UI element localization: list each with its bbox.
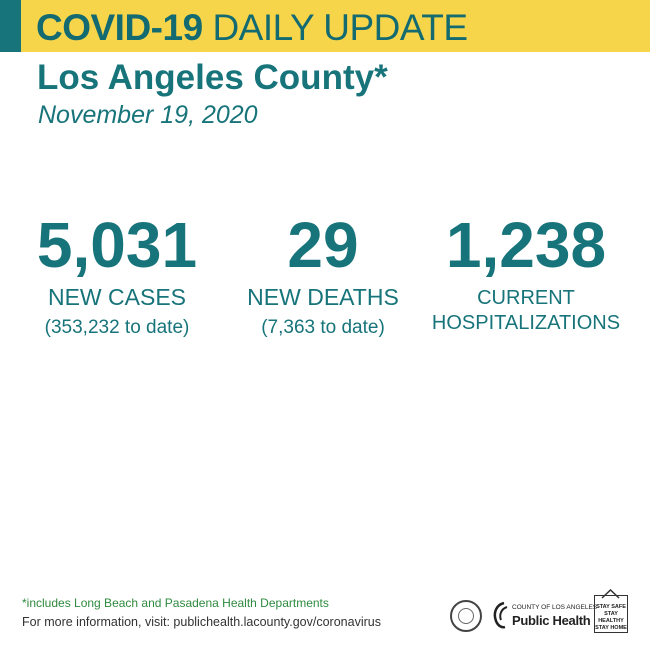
header-title-light: DAILY UPDATE (212, 7, 468, 48)
more-info-link[interactable]: For more information, visit: publichealt… (22, 615, 381, 629)
new-deaths-label: NEW DEATHS (247, 284, 399, 310)
stat-hospitalizations: 1,238 CURRENT HOSPITALIZATIONS (426, 210, 626, 336)
logo-public-health-text: Public Health (512, 613, 591, 628)
cases-to-date: (353,232 to date) (44, 317, 190, 338)
logo-county-text: COUNTY OF LOS ANGELES (512, 604, 598, 611)
header-bar: COVID-19 DAILY UPDATE (0, 0, 650, 52)
badge-line-1: STAY SAFE (596, 604, 626, 610)
county-seal-icon (450, 600, 482, 632)
stat-new-deaths: 29 NEW DEATHS (7,363 to date) (228, 210, 418, 340)
new-deaths-value: 29 (287, 209, 359, 281)
badge-line-3: STAY HOME (595, 625, 627, 631)
hospitalizations-label-line2: HOSPITALIZATIONS (431, 312, 621, 334)
report-date: November 19, 2020 (38, 101, 258, 129)
public-health-logo: COUNTY OF LOS ANGELES Public Health (490, 599, 597, 631)
header-accent (0, 0, 21, 52)
footnote: *includes Long Beach and Pasadena Health… (22, 596, 329, 610)
header-title-strong: COVID-19 (36, 7, 203, 48)
header-title: COVID-19 DAILY UPDATE (36, 6, 468, 50)
public-health-mark-icon (493, 601, 508, 629)
stay-home-badge: STAY SAFE STAY HEALTHY STAY HOME (594, 589, 628, 633)
stat-new-cases: 5,031 NEW CASES (353,232 to date) (22, 210, 212, 340)
hospitalizations-value: 1,238 (445, 209, 607, 281)
house-roof-icon (601, 589, 620, 599)
new-cases-label: NEW CASES (47, 284, 187, 310)
hospitalizations-label-line1: CURRENT (477, 287, 575, 309)
county-title: Los Angeles County* (37, 58, 388, 97)
badge-line-2: STAY HEALTHY (598, 611, 624, 624)
hospitalizations-label: CURRENT HOSPITALIZATIONS (426, 286, 626, 336)
deaths-to-date: (7,363 to date) (261, 317, 385, 338)
new-cases-value: 5,031 (36, 209, 198, 281)
